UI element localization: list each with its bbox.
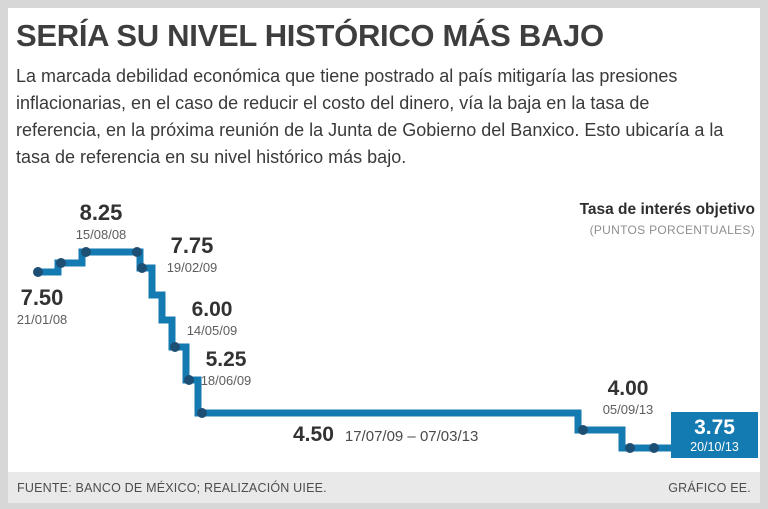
current-rate-callout: 3.75 20/10/13 bbox=[671, 412, 758, 458]
rate-dot bbox=[197, 408, 207, 418]
rate-dot bbox=[578, 425, 588, 435]
page-title: SERÍA SU NIVEL HISTÓRICO MÁS BAJO bbox=[16, 18, 604, 53]
rate-dot bbox=[33, 267, 43, 277]
rate-dot bbox=[81, 247, 91, 257]
rate-dot bbox=[132, 247, 142, 257]
point-date: 05/09/13 bbox=[602, 402, 654, 417]
point-date-range: 17/07/09 – 07/03/13 bbox=[344, 428, 479, 445]
rate-dot bbox=[625, 443, 635, 453]
credit-text: GRÁFICO EE. bbox=[668, 480, 751, 495]
point-label-4-50: 4.50 17/07/09 – 07/03/13 bbox=[293, 423, 478, 447]
point-date: 19/02/09 bbox=[166, 260, 218, 275]
rate-dot bbox=[137, 263, 147, 273]
point-date: 21/01/08 bbox=[16, 312, 68, 327]
footer-bar: FUENTE: BANCO DE MÉXICO; REALIZACIÓN UIE… bbox=[8, 472, 760, 503]
rate-step-line bbox=[38, 248, 742, 452]
point-value: 4.50 bbox=[293, 423, 334, 446]
point-label-7-75: 7.75 19/02/09 bbox=[146, 233, 238, 275]
legend-title: Tasa de interés objetivo bbox=[579, 201, 755, 218]
point-value: 7.75 bbox=[170, 233, 214, 258]
rate-dot bbox=[56, 258, 66, 268]
point-value: 4.00 bbox=[607, 377, 649, 400]
rate-dot bbox=[184, 375, 194, 385]
point-label-5-25: 5.25 18/06/09 bbox=[178, 349, 274, 387]
source-text: FUENTE: BANCO DE MÉXICO; REALIZACIÓN UIE… bbox=[17, 480, 327, 495]
point-value: 7.50 bbox=[20, 285, 64, 310]
point-label-4-00: 4.00 05/09/13 bbox=[584, 378, 672, 416]
point-date: 14/05/09 bbox=[186, 323, 238, 338]
point-label-6-00: 6.00 14/05/09 bbox=[166, 299, 258, 337]
point-label-7-50: 7.50 21/01/08 bbox=[2, 285, 82, 327]
point-value: 8.25 bbox=[79, 200, 123, 225]
point-date: 18/06/09 bbox=[200, 373, 252, 388]
intro-text: La marcada debilidad económica que tiene… bbox=[16, 66, 724, 167]
point-value: 5.25 bbox=[205, 348, 247, 371]
rate-dot bbox=[170, 342, 180, 352]
point-date: 15/08/08 bbox=[75, 227, 127, 242]
legend-subtitle: (PUNTOS PORCENTUALES) bbox=[589, 222, 755, 237]
rate-dot bbox=[649, 443, 659, 453]
current-rate-value: 3.75 bbox=[694, 415, 735, 439]
point-value: 6.00 bbox=[191, 298, 233, 321]
chart-legend: Tasa de interés objetivo (PUNTOS PORCENT… bbox=[580, 201, 755, 237]
current-rate-date: 20/10/13 bbox=[690, 439, 739, 454]
point-label-8-25: 8.25 15/08/08 bbox=[56, 200, 146, 242]
